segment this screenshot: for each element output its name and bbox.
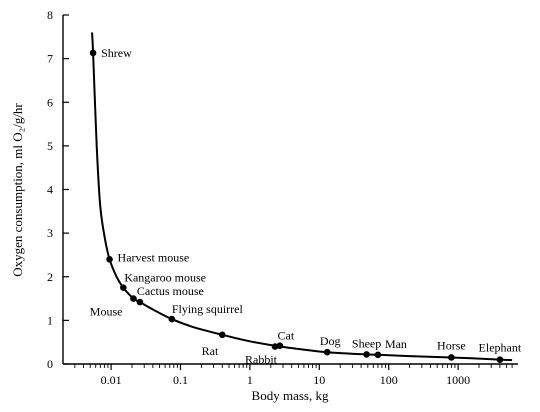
data-point [120, 284, 127, 291]
data-point [168, 315, 176, 323]
y-tick-label: 5 [47, 139, 53, 153]
y-tick-label: 6 [47, 95, 53, 109]
data-point-label: Man [385, 337, 407, 351]
data-point [374, 351, 382, 359]
data-point-label: Rat [202, 344, 219, 358]
data-point [496, 356, 504, 363]
data-point-label: Harvest mouse [118, 250, 190, 264]
data-point [106, 255, 113, 263]
y-tick-label: 1 [47, 313, 53, 327]
data-point [323, 348, 331, 356]
data-point-label: Sheep [352, 336, 381, 350]
axes [62, 15, 518, 365]
data-point-label: Mouse [90, 305, 123, 319]
y-tick-label: 3 [47, 226, 53, 240]
data-point [448, 354, 455, 361]
data-point-label: Rabbit [245, 353, 278, 367]
data-point [136, 298, 144, 306]
data-point-label: Cat [278, 329, 295, 343]
data-point [218, 331, 226, 339]
data-point-label: Cactus mouse [137, 284, 204, 298]
data-point-label: Dog [320, 334, 341, 348]
x-axis-title: Body mass, kg [252, 388, 329, 403]
y-tick-label: 2 [47, 270, 53, 284]
data-point [363, 351, 370, 358]
y-ticks: 0 1 2 3 4 5 6 7 8 [47, 8, 69, 371]
data-point [130, 295, 137, 302]
y-tick-label: 8 [47, 8, 53, 22]
fit-curve [91, 32, 513, 362]
y-axis-title: Oxygen consumption, ml O₂/g/hr [10, 103, 25, 277]
x-tick-label: 1 [247, 373, 253, 387]
data-points [89, 49, 504, 363]
x-ticks: 0.01 0.1 1 10 100 1000 [74, 364, 513, 387]
x-tick-label: 100 [380, 373, 398, 387]
x-tick-label: 1000 [446, 373, 470, 387]
y-tick-label: 0 [47, 357, 53, 371]
x-tick-label: 0.1 [173, 373, 188, 387]
y-tick-label: 4 [47, 183, 53, 197]
x-tick-label: 10 [313, 373, 325, 387]
point-labels: Shrew Harvest mouse Kangaroo mouse Mouse Cac… [90, 46, 522, 367]
data-point-label: Elephant [479, 341, 522, 355]
data-point [89, 49, 97, 57]
y-tick-label: 7 [47, 52, 53, 66]
x-tick-label: 0.01 [101, 373, 122, 387]
data-point [276, 342, 284, 349]
data-point-label: Flying squirrel [172, 302, 244, 316]
data-point-label: Shrew [101, 46, 132, 60]
data-point-label: Kangaroo mouse [124, 271, 206, 285]
data-point-label: Horse [437, 338, 466, 352]
